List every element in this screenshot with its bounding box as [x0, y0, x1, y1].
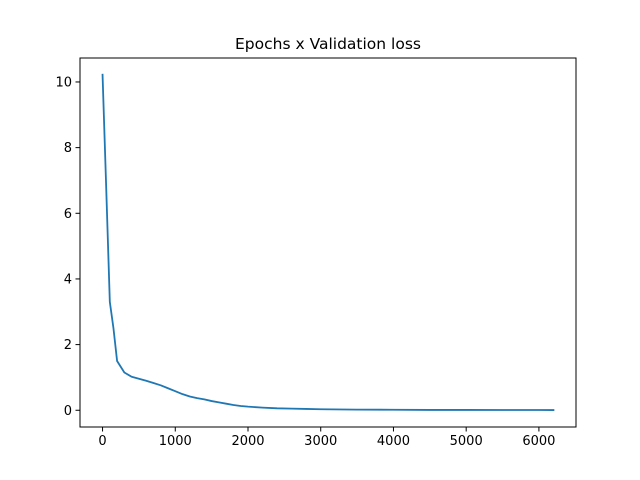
y-tick-label: 6 [64, 207, 72, 222]
y-tick-label: 10 [55, 75, 72, 90]
y-tick-label: 0 [64, 404, 72, 419]
y-tick-label: 4 [64, 272, 72, 287]
x-tick-label: 0 [98, 434, 106, 449]
series-line-0 [101, 73, 555, 411]
y-tick-label: 8 [64, 141, 72, 156]
x-tick-label: 3000 [304, 434, 337, 449]
plot-area: 0 1000 2000 3000 4000 5000 6000 0 2 4 6 8 10 [55, 57, 577, 449]
x-tick-label: 1000 [159, 434, 192, 449]
x-tick-label: 2000 [231, 434, 264, 449]
chart-title: Epochs x Validation loss [235, 35, 421, 53]
y-tick-label: 2 [64, 338, 72, 353]
x-tick-label: 5000 [450, 434, 483, 449]
x-tick-label: 4000 [377, 434, 410, 449]
x-tick-label: 6000 [522, 434, 555, 449]
axes-frame [79, 57, 577, 428]
